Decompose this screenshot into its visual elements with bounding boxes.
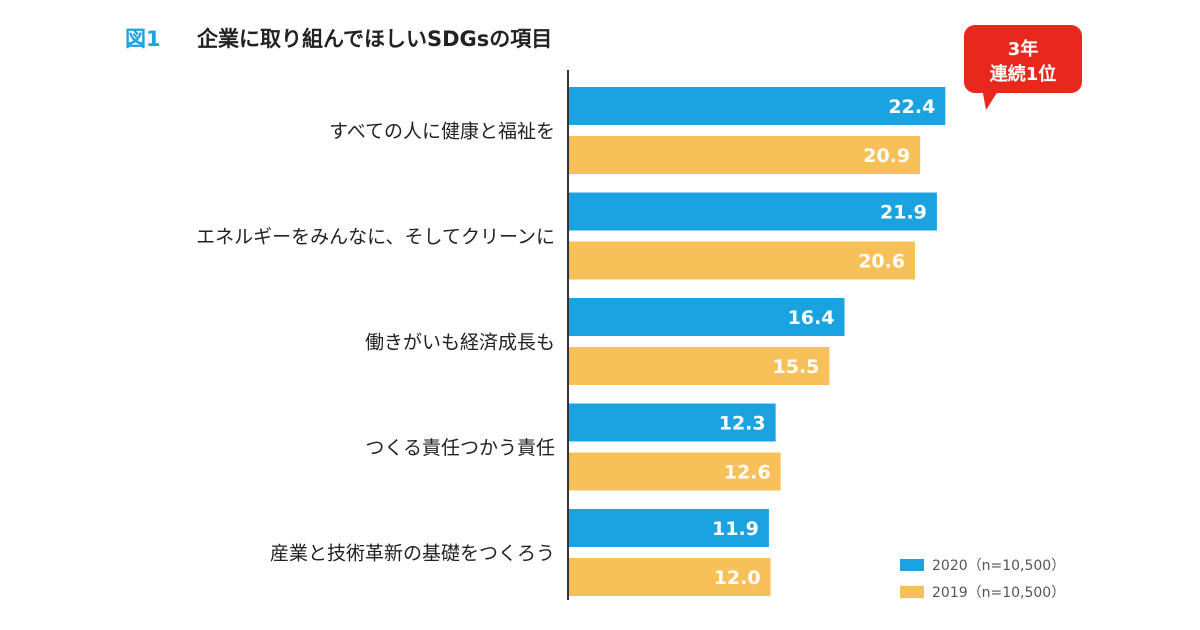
value-label: 12.3: [719, 413, 766, 435]
category-label: エネルギーをみんなに、そしてクリーンに: [196, 226, 555, 248]
chart-title: 企業に取り組んでほしいSDGsの項目: [196, 27, 552, 51]
badge-line1: 3年: [1008, 38, 1039, 60]
legend-swatch-2019: [900, 586, 924, 598]
bar-2019: [569, 136, 921, 174]
bar-2020: [569, 403, 776, 442]
bars-group: すべての人に健康と福祉を 22.4 20.9 エネルギーをみんなに、そしてクリーンに 2…: [196, 87, 946, 596]
value-label: 20.6: [858, 251, 905, 273]
figure-label: 図1: [125, 27, 161, 51]
legend-label-2020: 2020（n=10,500）: [932, 558, 1065, 574]
badge-line2: 連続1位: [990, 63, 1057, 85]
bar-2019: [569, 241, 916, 280]
bar-2019: [569, 347, 830, 385]
category-label: 産業と技術革新の基礎をつくろう: [270, 543, 555, 565]
legend-label-2019: 2019（n=10,500）: [932, 585, 1065, 601]
bar-2020: [569, 87, 946, 125]
legend: 2020（n=10,500） 2019（n=10,500）: [900, 558, 1065, 601]
category-label: すべての人に健康と福祉を: [329, 121, 555, 143]
category-label: つくる責任つかう責任: [365, 437, 555, 459]
value-label: 20.9: [863, 145, 910, 167]
value-label: 12.0: [714, 567, 761, 589]
bar-2019: [569, 452, 781, 491]
legend-swatch-2020: [900, 559, 924, 571]
value-label: 11.9: [712, 518, 759, 540]
value-label: 22.4: [888, 96, 935, 118]
category-label: 働きがいも経済成長も: [365, 332, 555, 354]
badge-box: [964, 25, 1082, 93]
value-label: 15.5: [773, 356, 820, 378]
bar-2019: [569, 558, 771, 596]
value-label: 16.4: [788, 307, 835, 329]
value-label: 21.9: [880, 202, 927, 224]
badge-tail: [982, 88, 1000, 110]
badge-callout: 3年 連続1位: [964, 25, 1082, 110]
bar-2020: [569, 192, 937, 231]
bar-2020: [569, 509, 769, 547]
bar-2020: [569, 298, 845, 336]
value-label: 12.6: [724, 462, 771, 484]
